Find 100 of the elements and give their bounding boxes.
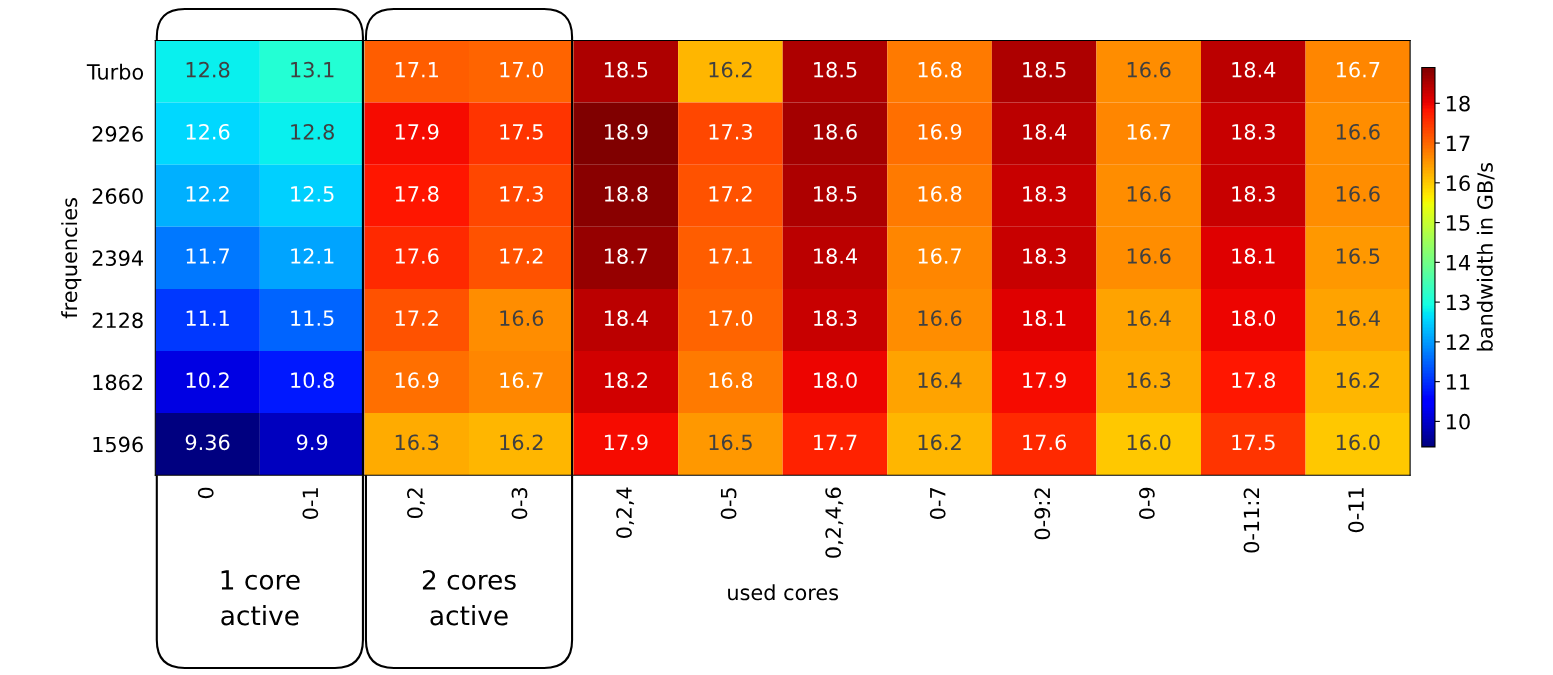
data-label: 16.6 [1336, 186, 1380, 202]
data-label: 17.1 [709, 248, 752, 264]
data-label: 17.6 [1023, 434, 1067, 451]
data-label: 18.4 [1023, 123, 1067, 140]
x-tick-label: 0-3 [511, 487, 528, 519]
color-bar-label: 13 [1446, 294, 1470, 311]
data-label: 17.3 [709, 123, 752, 140]
color-bar-label: 15 [1446, 215, 1470, 231]
data-label: 9.36 [185, 434, 230, 451]
x-tick-label: 0-7 [929, 488, 946, 519]
data-label: 16.9 [918, 123, 962, 140]
data-label: 17.9 [395, 123, 439, 140]
data-label: 18.3 [814, 310, 857, 326]
color-bar-title: bandwidth in GB/s [1476, 162, 1495, 351]
x-tick-label: 0,2 [407, 488, 425, 519]
data-label: 17.9 [1023, 372, 1066, 389]
data-label: 17.9 [604, 434, 648, 451]
data-label: 18.1 [1232, 248, 1275, 264]
data-label: 17.1 [395, 62, 438, 78]
data-label: 16.6 [1127, 61, 1171, 78]
data-label: 13.1 [291, 61, 334, 78]
data-label: 18.3 [1232, 123, 1275, 140]
data-label: 16.8 [918, 186, 962, 202]
data-label: 18.4 [1232, 61, 1276, 78]
data-label: 12.5 [291, 186, 334, 202]
data-label: 16.7 [1336, 61, 1380, 78]
data-label: 16.6 [1336, 123, 1380, 140]
y-tick-label: 1862 [93, 374, 143, 391]
x-tick-label: 0-9 [1138, 487, 1155, 519]
data-label: 17.2 [395, 310, 438, 326]
x-tick-label: 0-1 [302, 488, 319, 519]
data-label: 16.3 [1127, 372, 1171, 389]
y-tick-label: 2926 [92, 126, 143, 142]
data-label: 18.3 [1023, 248, 1066, 264]
data-label: 16.9 [395, 372, 439, 389]
data-label: 16.5 [1336, 248, 1380, 264]
y-axis-title: frequencies [61, 198, 82, 319]
data-label: 9.9 [296, 434, 328, 451]
data-label: 18.3 [1232, 186, 1275, 202]
color-bar-label: 14 [1446, 255, 1471, 271]
data-label: 17.3 [500, 186, 543, 202]
data-label: 16.4 [1127, 310, 1171, 326]
data-label: 17.2 [709, 186, 752, 202]
data-label: 18.4 [814, 248, 858, 264]
data-label: 16.4 [1336, 310, 1380, 326]
y-tick-label: Turbo [86, 63, 144, 80]
data-label: 16.7 [918, 248, 961, 264]
data-label: 16.4 [918, 372, 962, 389]
data-label: 18.2 [604, 372, 647, 389]
color-bar-label: 18 [1446, 95, 1470, 112]
data-label: 17.5 [1232, 434, 1275, 451]
x-tick-label: 0-11 [1348, 488, 1364, 533]
data-label: 18.6 [814, 123, 857, 140]
color-bar-label: 10 [1446, 413, 1470, 430]
text: 2 cores active [422, 569, 516, 626]
data-label: 18.3 [1023, 186, 1066, 202]
x-tick-label: 0 [197, 487, 214, 499]
data-label: 16.2 [709, 61, 752, 78]
data-label: 10.8 [291, 372, 334, 389]
data-label: 11.7 [186, 248, 229, 264]
data-label: 16.2 [1336, 372, 1379, 389]
data-label: 16.6 [1127, 186, 1171, 202]
data-label: 17.8 [395, 186, 439, 202]
data-label: 16.2 [500, 434, 543, 451]
data-label: 10.2 [186, 372, 229, 389]
data-label: 17.6 [395, 248, 439, 264]
data-label: 16.6 [1127, 248, 1171, 264]
data-label: 16.8 [709, 372, 753, 389]
data-label: 16.3 [395, 434, 439, 451]
color-bar-label: 11 [1446, 374, 1470, 390]
x-tick-label: 0-5 [720, 488, 737, 519]
x-tick-label: 0-9:2 [1034, 488, 1051, 540]
color-bar-label: 12 [1446, 334, 1470, 350]
data-label: 18.7 [604, 248, 648, 264]
data-label: 18.5 [604, 61, 648, 78]
color-bar-label: 17 [1446, 135, 1470, 151]
data-label: 16.0 [1127, 434, 1171, 451]
color-bar-label: 16 [1446, 175, 1470, 192]
data-label: 17.8 [1232, 372, 1276, 389]
data-label: 12.8 [291, 123, 334, 140]
data-label: 11.1 [186, 310, 229, 326]
data-label: 12.8 [186, 61, 230, 78]
data-label: 18.5 [814, 186, 857, 202]
data-label: 16.2 [918, 434, 961, 451]
data-label: 18.1 [1023, 310, 1066, 326]
data-label: 16.8 [918, 61, 962, 78]
x-tick-label: 0,2,4 [616, 487, 635, 538]
data-label: 17.0 [709, 310, 753, 326]
data-label: 18.4 [604, 310, 648, 326]
x-tick-label: 0,2,4,6 [825, 487, 844, 558]
data-label: 18.9 [604, 123, 648, 140]
data-label: 12.2 [186, 186, 229, 202]
data-label: 16.0 [1336, 434, 1380, 451]
data-label: 16.6 [918, 310, 962, 326]
data-label: 16.7 [500, 372, 543, 389]
data-label: 18.8 [604, 186, 648, 202]
data-label: 12.1 [291, 248, 334, 264]
data-label: 16.7 [1127, 123, 1171, 140]
x-axis-title: used cores [728, 584, 839, 601]
data-label: 18.0 [814, 372, 857, 389]
